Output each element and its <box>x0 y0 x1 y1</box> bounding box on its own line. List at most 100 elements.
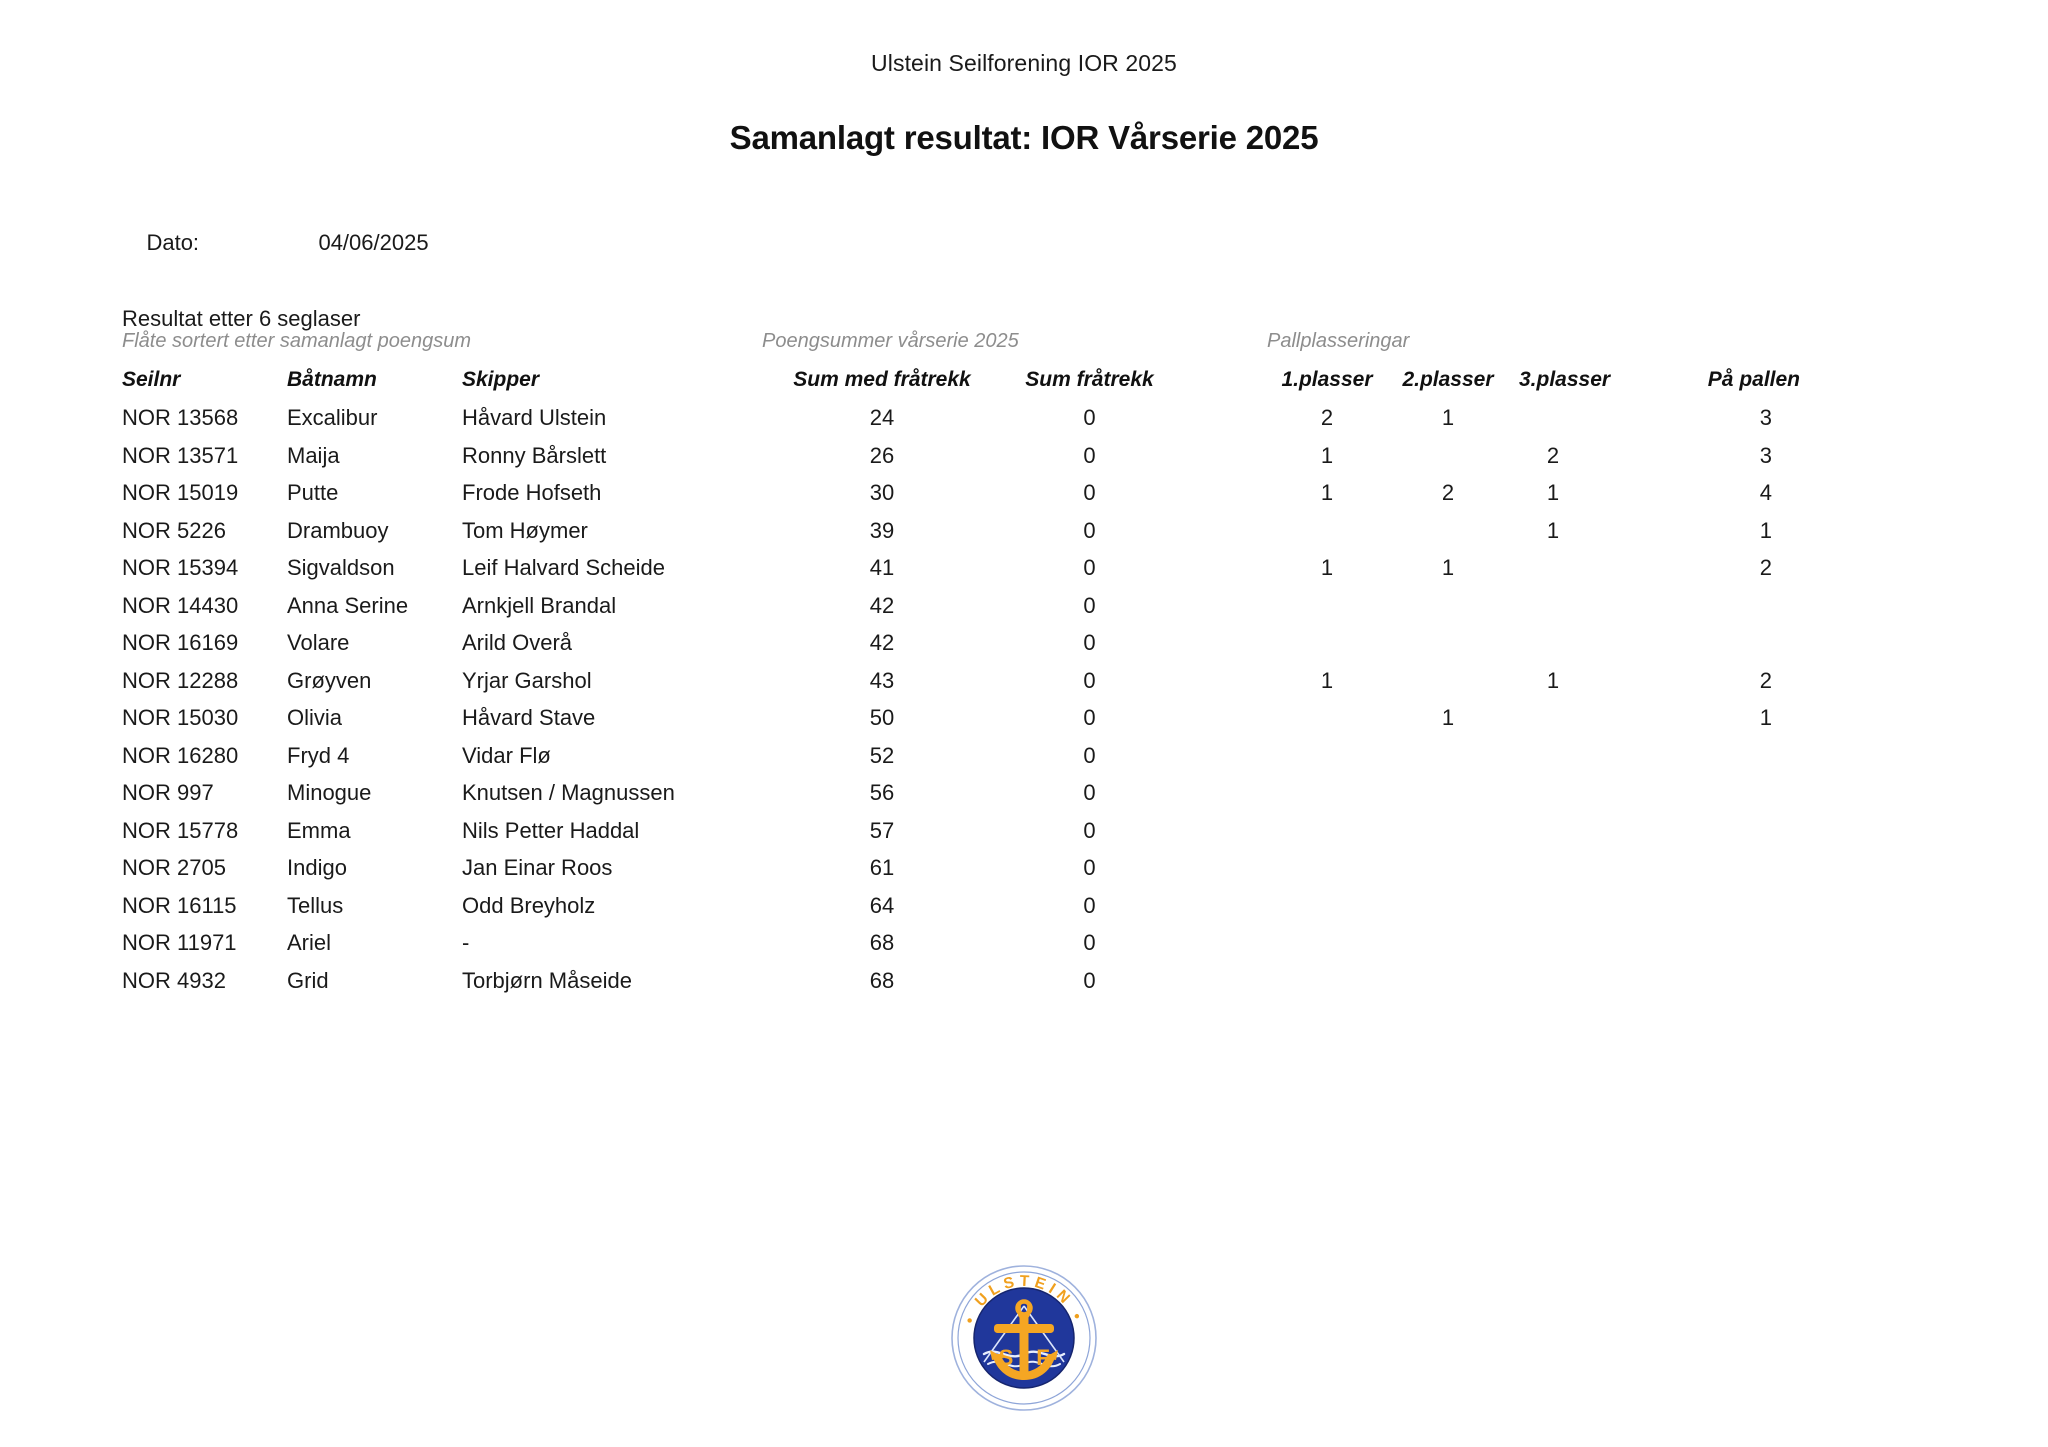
cell-sum-med-fratrekk: 68 <box>869 967 895 993</box>
table-row: NOR 12288 Grøyven Yrjar Garshol 43 0 1 1 2 <box>122 668 1806 706</box>
date-label: Dato: <box>146 230 200 255</box>
column-header-pa-pallen: På pallen <box>1707 368 1800 391</box>
results-table: Flåte sortert etter samanlagt poengsum P… <box>122 330 1806 1005</box>
cell-seilnr: NOR 16280 <box>122 742 239 768</box>
cell-pa-pallen: 1 <box>1759 705 1772 730</box>
cell-plass2 <box>1387 855 1509 893</box>
cell-seilnr: NOR 13568 <box>122 405 239 430</box>
cell-pa-pallen <box>1631 855 1806 893</box>
cell-batnamn: Fryd 4 <box>287 742 350 768</box>
cell-plass2: 1 <box>1441 555 1455 580</box>
cell-sum-fratrekk: 0 <box>1083 517 1096 543</box>
cell-plass3: 1 <box>1546 667 1560 693</box>
cell-seilnr: NOR 14430 <box>122 592 239 618</box>
cell-batnamn: Tellus <box>287 892 344 918</box>
cell-plass3 <box>1509 555 1631 593</box>
column-header-skipper: Skipper <box>462 368 540 391</box>
cell-plass3: 2 <box>1546 442 1560 468</box>
cell-pa-pallen <box>1631 593 1806 631</box>
cell-skipper: Håvard Stave <box>462 705 596 730</box>
cell-spacer <box>1177 405 1267 443</box>
cell-plass3 <box>1509 705 1631 743</box>
date-row: Dato: 04/06/2025 <box>122 186 428 300</box>
column-header-plass2: 2.plasser <box>1402 368 1494 391</box>
cell-plass1 <box>1267 930 1387 968</box>
club-crest-icon: • ULSTEIN • SEILFORENING U S F <box>948 1262 1100 1414</box>
table-row: NOR 5226 Drambuoy Tom Høymer 39 0 1 1 <box>122 518 1806 556</box>
cell-skipper: Ronny Bårslett <box>462 442 607 468</box>
cell-plass1 <box>1267 855 1387 893</box>
cell-plass2: 1 <box>1441 705 1455 730</box>
cell-batnamn: Maija <box>287 442 340 468</box>
cell-seilnr: NOR 16115 <box>122 892 237 918</box>
cell-plass2 <box>1387 818 1509 856</box>
cell-plass1 <box>1267 818 1387 856</box>
cell-plass3: 1 <box>1546 517 1560 543</box>
cell-plass1: 1 <box>1320 555 1334 580</box>
cell-pa-pallen: 2 <box>1759 555 1772 580</box>
cell-skipper: Odd Breyholz <box>462 892 596 918</box>
cell-plass3 <box>1509 780 1631 818</box>
cell-skipper: Arnkjell Brandal <box>462 592 617 618</box>
column-header-plass1: 1.plasser <box>1281 368 1373 391</box>
cell-plass2 <box>1387 593 1509 631</box>
cell-pa-pallen <box>1631 930 1806 968</box>
cell-sum-med-fratrekk: 64 <box>869 892 895 918</box>
group-caption-podium: Pallplasseringar <box>1267 330 1410 352</box>
cell-seilnr: NOR 16169 <box>122 630 239 655</box>
cell-spacer <box>1177 555 1267 593</box>
column-header-seilnr: Seilnr <box>122 368 181 391</box>
cell-sum-med-fratrekk: 30 <box>869 480 895 505</box>
cell-pa-pallen <box>1631 780 1806 818</box>
cell-spacer <box>1177 593 1267 631</box>
cell-spacer <box>1177 518 1267 556</box>
cell-skipper: Jan Einar Roos <box>462 855 613 880</box>
cell-sum-med-fratrekk: 41 <box>869 555 895 580</box>
table-row: NOR 13571 Maija Ronny Bårslett 26 0 1 2 3 <box>122 443 1806 481</box>
cell-seilnr: NOR 12288 <box>122 667 239 693</box>
cell-sum-med-fratrekk: 68 <box>869 930 895 955</box>
cell-skipper: Leif Halvard Scheide <box>462 555 666 580</box>
cell-pa-pallen: 4 <box>1759 480 1772 505</box>
cell-seilnr: NOR 15019 <box>122 480 239 505</box>
cell-skipper: Håvard Ulstein <box>462 405 607 430</box>
group-caption-fleet: Flåte sortert etter samanlagt poengsum <box>122 330 472 352</box>
cell-sum-fratrekk: 0 <box>1083 592 1096 618</box>
table-row: NOR 11971 Ariel - 68 0 <box>122 930 1806 968</box>
cell-seilnr: NOR 11971 <box>122 930 237 955</box>
group-caption-row: Flåte sortert etter samanlagt poengsum P… <box>122 330 1806 368</box>
cell-seilnr: NOR 15030 <box>122 705 239 730</box>
cell-pa-pallen <box>1631 743 1806 781</box>
cell-plass2 <box>1387 780 1509 818</box>
cell-plass3 <box>1509 593 1631 631</box>
column-header-plass3: 3.plasser <box>1519 368 1611 391</box>
table-row: NOR 16115 Tellus Odd Breyholz 64 0 <box>122 893 1806 931</box>
cell-sum-fratrekk: 0 <box>1083 855 1096 880</box>
results-table-container: Flåte sortert etter samanlagt poengsum P… <box>122 330 1922 1005</box>
cell-pa-pallen <box>1631 818 1806 856</box>
cell-sum-med-fratrekk: 43 <box>869 667 895 693</box>
cell-sum-med-fratrekk: 52 <box>869 742 895 768</box>
cell-batnamn: Minogue <box>287 780 372 805</box>
column-header-batnamn: Båtnamn <box>287 368 377 391</box>
table-row: NOR 15394 Sigvaldson Leif Halvard Scheide 4… <box>122 555 1806 593</box>
cell-batnamn: Ariel <box>287 930 332 955</box>
cell-pa-pallen: 2 <box>1759 667 1772 693</box>
cell-sum-fratrekk: 0 <box>1083 667 1096 693</box>
cell-skipper: Nils Petter Haddal <box>462 817 640 843</box>
cell-sum-med-fratrekk: 50 <box>869 705 895 730</box>
cell-batnamn: Putte <box>287 480 339 505</box>
table-row: NOR 997 Minogue Knutsen / Magnussen 56 0 <box>122 780 1806 818</box>
cell-pa-pallen <box>1631 968 1806 1006</box>
cell-seilnr: NOR 4932 <box>122 967 226 993</box>
page-title: Samanlagt resultat: IOR Vårserie 2025 <box>729 119 1319 156</box>
table-row: NOR 14430 Anna Serine Arnkjell Brandal 42 0 <box>122 593 1806 631</box>
cell-spacer <box>1177 668 1267 706</box>
cell-seilnr: NOR 15778 <box>122 817 239 843</box>
cell-plass1 <box>1267 705 1387 743</box>
cell-spacer <box>1177 630 1267 668</box>
table-row: NOR 15030 Olivia Håvard Stave 50 0 1 1 <box>122 705 1806 743</box>
cell-seilnr: NOR 5226 <box>122 517 226 543</box>
cell-plass3: 1 <box>1546 480 1560 505</box>
table-row: NOR 15019 Putte Frode Hofseth 30 0 1 2 1 4 <box>122 480 1806 518</box>
